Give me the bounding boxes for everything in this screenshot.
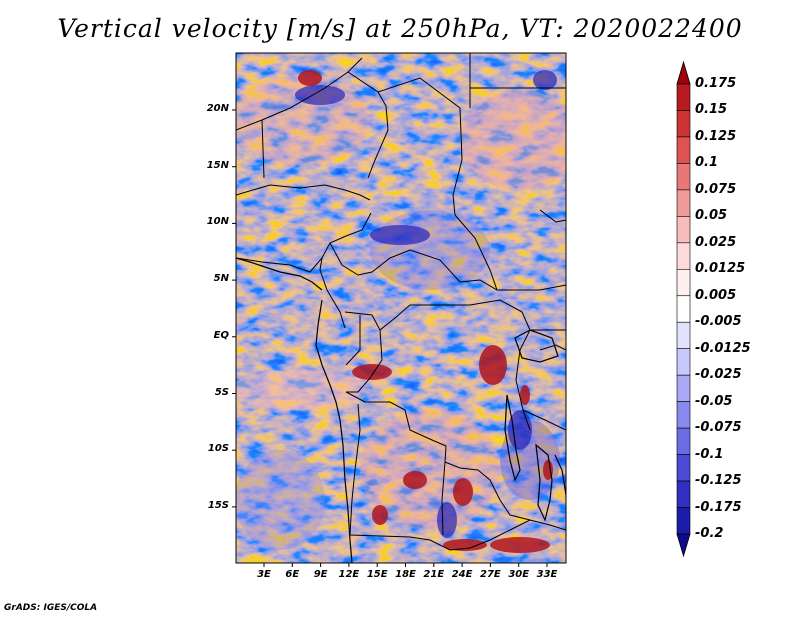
- colorbar-level-label: -0.175: [695, 499, 742, 515]
- colorbar-level-label: -0.125: [695, 473, 742, 489]
- axis-ticks: [232, 109, 548, 567]
- plot-title: Vertical velocity [m/s] at 250hPa, VT: 2…: [57, 14, 743, 43]
- colorbar-level-label: 0.15: [695, 102, 728, 118]
- colorbar-level-label: 0.025: [695, 234, 737, 250]
- colorbar-swatch: [676, 427, 691, 455]
- colorbar-level-label: 0.075: [695, 181, 737, 197]
- colorbar-swatch: [676, 268, 691, 297]
- colorbar-swatch: [676, 110, 691, 138]
- colorbar-swatch: [676, 321, 691, 350]
- map-frame: [235, 52, 567, 564]
- colorbar-swatch: [676, 454, 691, 482]
- colorbar-swatch: [676, 83, 691, 111]
- colorbar-bottom-arrow: [676, 533, 691, 558]
- velocity-field: [236, 53, 566, 563]
- colorbar-level-label: 0.0125: [695, 261, 746, 277]
- downdraft-cells: [295, 70, 557, 538]
- lon-label: 21E: [423, 569, 445, 580]
- colorbar: [676, 60, 691, 558]
- colorbar-swatch: [676, 163, 691, 191]
- lat-label: 10N: [206, 216, 229, 228]
- lon-label: 18E: [395, 569, 416, 580]
- lat-label: 5N: [213, 273, 229, 285]
- lon-label: 30E: [508, 569, 530, 580]
- colorbar-level-label: -0.025: [695, 367, 742, 383]
- colorbar-level-label: -0.1: [695, 446, 724, 462]
- lon-label: 9E: [313, 569, 328, 580]
- lon-label: 12E: [338, 569, 360, 580]
- colorbar-level-label: 0.005: [695, 287, 737, 303]
- lon-label: 33E: [536, 569, 558, 580]
- colorbar-swatch: [676, 242, 691, 270]
- colorbar-swatch: [676, 507, 691, 535]
- lat-label: 15S: [207, 499, 229, 511]
- colorbar-swatch: [676, 401, 691, 429]
- colorbar-level-label: 0.05: [695, 208, 728, 224]
- colorbar-level-label: -0.075: [695, 420, 742, 436]
- coastlines: [236, 257, 566, 563]
- lat-label: EQ: [213, 329, 229, 341]
- colorbar-level-label: -0.005: [695, 314, 742, 330]
- colorbar-swatch: [676, 295, 691, 323]
- colorbar-swatch: [676, 189, 691, 217]
- colorbar-swatch: [676, 136, 691, 164]
- lat-label: 20N: [206, 103, 229, 114]
- country-borders: [236, 53, 566, 551]
- colorbar-swatch: [676, 374, 691, 402]
- lat-label: 5S: [214, 386, 229, 398]
- lon-label: 6E: [285, 569, 300, 580]
- colorbar-level-label: 0.125: [695, 128, 737, 144]
- colorbar-swatch: [676, 216, 691, 244]
- lon-label: 3E: [257, 569, 271, 580]
- colorbar-level-label: 0.1: [695, 155, 719, 171]
- colorbar-level-label: -0.2: [695, 526, 724, 541]
- colorbar-level-label: -0.0125: [695, 340, 751, 356]
- colorbar-level-label: -0.05: [695, 393, 733, 409]
- colorbar-swatch: [676, 348, 691, 376]
- lon-label: 24E: [451, 569, 473, 580]
- colorbar-level-label: 0.175: [695, 76, 737, 91]
- lat-label: 15N: [206, 159, 229, 171]
- lat-label: 10S: [207, 443, 229, 455]
- lon-label: 15E: [366, 569, 388, 580]
- colorbar-swatch: [676, 480, 691, 508]
- updraft-cells: [298, 70, 553, 553]
- lon-label: 27E: [480, 569, 501, 580]
- colorbar-top-arrow: [676, 60, 691, 85]
- grads-credit: GrADS: IGES/COLA: [4, 603, 98, 613]
